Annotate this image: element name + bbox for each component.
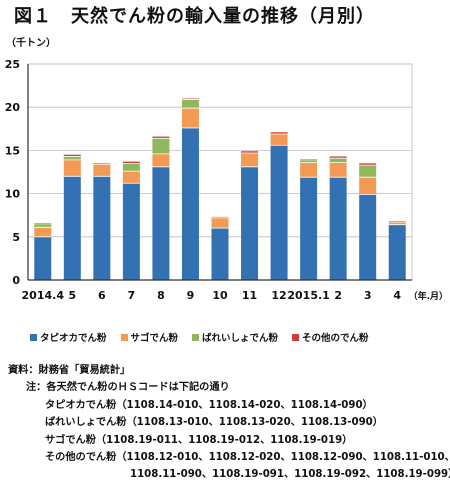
- bar-segment: [300, 159, 318, 160]
- bar-segment: [34, 223, 52, 228]
- bar-segment: [329, 177, 347, 280]
- bar-segment: [300, 162, 318, 178]
- x-tick-label: 12: [271, 289, 286, 302]
- x-tick-label: 6: [98, 289, 106, 302]
- bar-segment: [211, 228, 229, 280]
- y-tick-label: 5: [12, 231, 20, 244]
- bar-segment: [93, 164, 111, 177]
- bar-segment: [181, 98, 199, 100]
- bar-segment: [63, 176, 81, 280]
- bar-segment: [63, 154, 81, 157]
- note-other-codes-2: 1108.11-090、1108.19-091、1108.19-092、1108…: [130, 469, 450, 481]
- bar-segment: [181, 99, 199, 109]
- bar-segment: [359, 163, 377, 166]
- bar-segment: [329, 162, 347, 178]
- y-axis-label: （千トン）: [6, 36, 56, 49]
- bar-segment: [63, 156, 81, 160]
- bar-segment: [211, 217, 229, 229]
- bar-segment: [300, 177, 318, 280]
- bar-segment: [122, 161, 140, 164]
- legend-swatch-sago: [120, 333, 128, 341]
- bar-segment: [122, 183, 140, 280]
- bar-segment: [211, 216, 229, 218]
- bar-segment: [329, 158, 347, 163]
- bar-segment: [270, 145, 288, 280]
- y-tick-label: 20: [5, 101, 21, 114]
- x-tick-label: 10: [212, 289, 228, 302]
- bar-segment: [388, 221, 406, 223]
- bar-segment: [300, 159, 318, 163]
- bar-segment: [93, 163, 111, 165]
- bar-segment: [359, 177, 377, 195]
- x-tick-label: 9: [187, 289, 195, 302]
- bar-segment: [329, 156, 347, 159]
- note-sago-codes: サゴでん粉（1108.19-011、1108.19-012、1108.19-01…: [45, 434, 353, 446]
- note-intro: 注：各天然でん粉のＨＳコードは下記の通り: [26, 382, 230, 394]
- legend: タピオカでん粉 サゴでん粉 ばれいしょでん粉 その他のでん粉: [30, 330, 445, 344]
- legend-label-tapioca: タピオカでん粉: [40, 333, 107, 344]
- x-tick-label: 2014.4: [22, 289, 65, 302]
- bar-segment: [388, 224, 406, 280]
- legend-item-other: その他のでん粉: [292, 330, 369, 344]
- bar-segment: [152, 166, 170, 280]
- bar-segment: [152, 153, 170, 167]
- bar-segment: [122, 171, 140, 184]
- note-potato-codes: ばれいしょでん粉（1108.13-010、1108.13-020、1108.13…: [45, 417, 383, 429]
- bar-segment: [359, 194, 377, 280]
- x-tick-label: 4: [393, 289, 401, 302]
- x-tick-label: 2: [334, 289, 342, 302]
- x-tick-label: 7: [128, 289, 136, 302]
- bar-segment: [34, 236, 52, 280]
- bar-segment: [388, 222, 406, 225]
- x-axis-label: （年.月）: [409, 290, 448, 302]
- x-tick-label: 11: [242, 289, 257, 302]
- y-tick-label: 25: [5, 58, 20, 71]
- legend-label-sago: サゴでん粉: [130, 333, 179, 344]
- x-tick-label: 3: [364, 289, 372, 302]
- bars: [34, 98, 406, 280]
- legend-item-potato: ばれいしょでん粉: [192, 330, 278, 344]
- legend-label-other: その他のでん粉: [302, 333, 369, 344]
- bar-segment: [93, 176, 111, 280]
- bar-segment: [122, 163, 140, 172]
- bar-segment: [181, 108, 199, 128]
- x-tick-label: 5: [68, 289, 76, 302]
- bar-segment: [181, 127, 199, 280]
- bar-segment: [241, 151, 259, 153]
- y-tick-label: 15: [5, 144, 20, 157]
- legend-swatch-tapioca: [30, 333, 37, 341]
- legend-swatch-potato: [192, 333, 200, 341]
- bar-segment: [270, 132, 288, 134]
- bar-segment: [152, 136, 170, 139]
- bar-segment: [270, 133, 288, 146]
- bar-segment: [34, 222, 52, 224]
- note-other-codes-1: その他のでん粉（1108.12-010、1108.12-020、1108.12-…: [45, 451, 450, 463]
- chart-title: 図１ 天然でん粉の輸入量の推移（月別）: [14, 6, 375, 27]
- legend-swatch-other: [292, 333, 300, 341]
- note-tapioca-codes: タピオカでん粉（1108.14-010、1108.14-020、1108.14-…: [45, 399, 373, 411]
- legend-item-sago: サゴでん粉: [120, 330, 179, 344]
- legend-item-tapioca: タピオカでん粉: [30, 330, 107, 344]
- legend-label-potato: ばれいしょでん粉: [202, 333, 279, 344]
- notes: 資料：財務省「貿易統計」 注：各天然でん粉のＨＳコードは下記の通り タピオカでん…: [8, 362, 450, 484]
- bar-segment: [152, 138, 170, 154]
- source-note: 資料：財務省「貿易統計」: [8, 365, 131, 376]
- bar-segment: [34, 227, 52, 237]
- axes: [27, 64, 412, 281]
- y-tick-label: 10: [5, 188, 21, 201]
- bar-segment: [63, 159, 81, 177]
- bar-segment: [241, 166, 259, 280]
- bar-segment: [359, 165, 377, 178]
- x-tick-label: 8: [157, 289, 165, 302]
- y-tick-label: 0: [12, 274, 20, 287]
- bar-segment: [241, 152, 259, 167]
- x-tick-label: 2015.1: [287, 289, 329, 302]
